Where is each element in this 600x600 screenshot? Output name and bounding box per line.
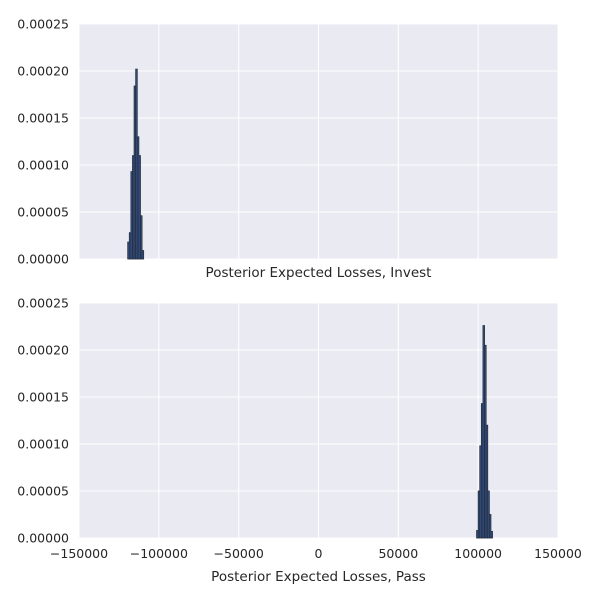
y-tick-label: 0.00015 xyxy=(17,111,69,126)
histogram-invest: 0.00000 0.00005 0.00010 0.00015 0.00020 0.000… xyxy=(17,17,559,281)
x-tick-label: 100000 xyxy=(454,546,502,561)
y-tick-label: 0.00000 xyxy=(17,252,69,267)
y-tick-label: 0.00020 xyxy=(17,343,69,358)
x-tick-label: −100000 xyxy=(130,546,188,561)
histogram-pass: 0.00000 0.00005 0.00010 0.00015 0.00020 0.000… xyxy=(17,296,582,586)
x-tick-label: 150000 xyxy=(534,546,582,561)
histogram-bar xyxy=(485,424,489,539)
y-tick-label: 0.00025 xyxy=(17,296,69,311)
x-tick-label: −150000 xyxy=(50,546,108,561)
y-tick-label: 0.00025 xyxy=(17,17,69,32)
x-tick-label: 50000 xyxy=(378,546,418,561)
histogram-bar xyxy=(140,215,143,260)
histogram-bar xyxy=(490,531,493,539)
histogram-bar xyxy=(488,514,492,539)
y-tick-label: 0.00015 xyxy=(17,390,69,405)
y-tick-label: 0.00010 xyxy=(17,437,69,452)
y-tick-label: 0.00020 xyxy=(17,64,69,79)
histogram-bar xyxy=(138,155,141,260)
y-tick-label: 0.00005 xyxy=(17,484,69,499)
y-tick-label: 0.00005 xyxy=(17,205,69,220)
x-axis-label: Posterior Expected Losses, Pass xyxy=(211,569,426,585)
x-tick-label: 0 xyxy=(315,546,323,561)
y-tick-label: 0.00010 xyxy=(17,158,69,173)
histogram-bar xyxy=(141,250,145,260)
y-tick-label: 0.00000 xyxy=(17,531,69,546)
x-axis-label: Posterior Expected Losses, Invest xyxy=(206,265,432,281)
x-tick-label: −50000 xyxy=(214,546,264,561)
